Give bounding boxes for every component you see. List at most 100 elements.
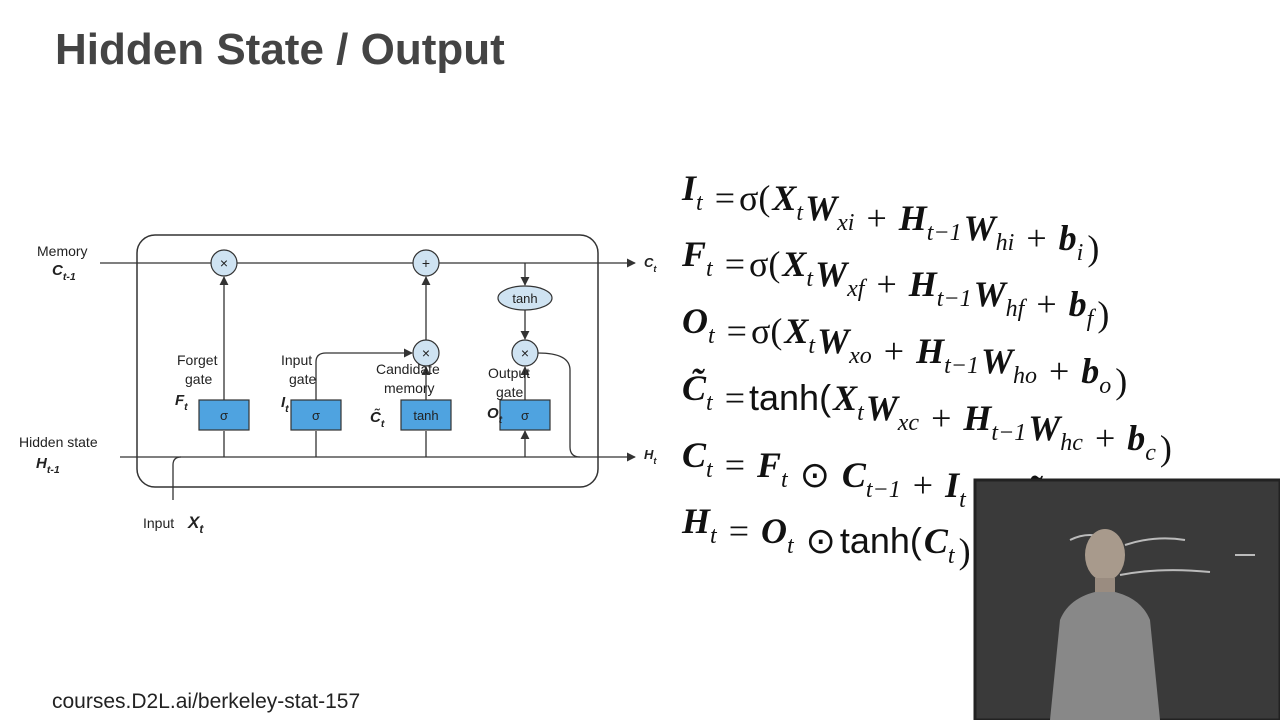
variable: H	[915, 331, 945, 371]
video-inset	[973, 478, 1280, 720]
op-symbol: ×	[521, 345, 529, 361]
function: tanh(	[840, 520, 922, 561]
input-variable: Xt	[187, 513, 204, 536]
operator: =	[727, 311, 747, 351]
gate-label: Candidate	[376, 361, 440, 377]
gate-box	[499, 399, 551, 431]
variable: X	[783, 311, 809, 351]
gate-variable: Ft	[175, 392, 188, 413]
op-node	[511, 339, 539, 367]
gate-label: gate	[496, 384, 523, 400]
subscript: hi	[996, 230, 1015, 256]
variable: F	[681, 234, 706, 274]
var-sub: t	[285, 403, 289, 415]
var-base: O	[487, 405, 499, 422]
variable: I	[944, 465, 961, 505]
var-sub: t	[499, 414, 503, 426]
subscript: i	[1077, 240, 1084, 266]
variable: b	[1081, 351, 1099, 391]
equation: C̃t = tanh(XtWxc + Ht−1Whc + bc)	[682, 368, 1172, 468]
function: )	[1115, 361, 1127, 401]
variable: X	[771, 178, 797, 218]
operator: +	[1049, 351, 1069, 391]
memory-variable: Ct-1	[52, 262, 76, 283]
subscript: t−1	[937, 286, 972, 312]
variable: H	[898, 198, 928, 238]
gate-label: Output	[488, 365, 530, 381]
subscript: t−1	[927, 220, 962, 246]
operator: +	[1095, 418, 1115, 458]
subscript: xi	[836, 210, 854, 236]
gate-function: tanh	[413, 408, 438, 423]
operator: ⊙	[806, 521, 836, 561]
var-base: C	[52, 262, 64, 279]
subscript: t	[796, 200, 804, 226]
operator: +	[913, 465, 933, 505]
subscript: t	[706, 390, 714, 416]
var-base: H	[36, 455, 48, 472]
gate-variable: Ot	[487, 405, 503, 426]
var-base: I	[281, 394, 286, 411]
subscript: c	[1145, 440, 1156, 466]
gate-label: Input	[281, 352, 312, 368]
var-sub: t-1	[47, 464, 60, 476]
op-node	[412, 249, 440, 277]
op-node	[210, 249, 238, 277]
equation: Ot = σ(XtWxo + Ht−1Who + bo)	[682, 301, 1127, 401]
subscript: t	[710, 523, 718, 549]
gate-function: σ	[312, 408, 320, 423]
variable: b	[1127, 418, 1145, 458]
variable: O	[761, 511, 787, 551]
function: )	[959, 531, 971, 571]
variable: X	[781, 244, 807, 284]
variable: W	[964, 208, 999, 248]
var-base: H	[644, 447, 654, 462]
operator: =	[729, 511, 749, 551]
variable: H	[681, 501, 711, 541]
variable: b	[1069, 284, 1087, 324]
gate-variable: It	[281, 394, 289, 415]
cell-box	[136, 234, 599, 488]
gate-function: σ	[521, 408, 529, 423]
equation: Ht = Ot ⊙ tanh(Ct)	[681, 501, 971, 571]
subscript: t	[787, 533, 795, 559]
variable: W	[817, 321, 852, 361]
variable: W	[815, 254, 850, 294]
subscript: t	[857, 400, 865, 426]
subscript: t	[948, 543, 956, 569]
var-base: X	[187, 513, 201, 532]
subscript: t−1	[944, 353, 979, 379]
slide-title: Hidden State / Output	[55, 25, 505, 74]
tanh-label: tanh	[512, 291, 537, 306]
function: σ(	[749, 244, 780, 284]
variable: X	[832, 378, 858, 418]
connections	[100, 263, 635, 500]
operator: +	[866, 198, 886, 238]
subscript: hf	[1006, 296, 1028, 322]
function: σ(	[751, 311, 782, 351]
op-symbol: ×	[220, 255, 228, 271]
subscript: hc	[1060, 430, 1083, 456]
variable: C	[682, 435, 707, 475]
var-sub: t	[184, 401, 188, 413]
operator: ⊙	[800, 455, 830, 495]
hidden-variable: Ht-1	[36, 455, 60, 476]
variable: W	[974, 274, 1009, 314]
var-base: C	[644, 255, 654, 270]
equation: Ft = σ(XtWxf + Ht−1Whf + bf)	[681, 234, 1109, 334]
operator: +	[1026, 218, 1046, 258]
output-memory: Ct	[644, 255, 657, 274]
variable: H	[908, 264, 938, 304]
operator: +	[876, 264, 896, 304]
subscript: t	[706, 457, 714, 483]
function: tanh(	[749, 377, 831, 418]
subscript: xo	[848, 343, 872, 369]
op-symbol: +	[422, 255, 430, 271]
var-base: F	[175, 392, 185, 409]
subscript: t	[696, 190, 704, 216]
gate-label: gate	[185, 371, 212, 387]
variable: b	[1059, 218, 1077, 258]
memory-label: Memory	[37, 243, 88, 259]
